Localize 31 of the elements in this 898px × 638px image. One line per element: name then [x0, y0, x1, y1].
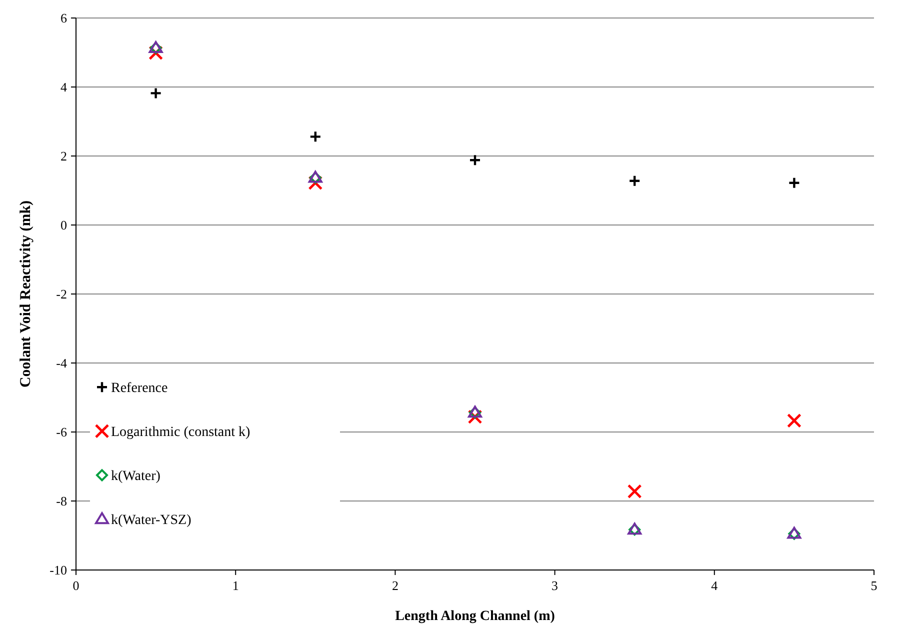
y-axis-title: Coolant Void Reactivity (mk) [18, 200, 34, 388]
point [787, 413, 802, 428]
legend-label: k(Water) [111, 469, 161, 484]
point [309, 130, 322, 143]
point [788, 176, 800, 190]
x-tick-label: 1 [232, 578, 239, 593]
x-axis-title: Length Along Channel (m) [395, 609, 556, 624]
point [627, 484, 642, 499]
legend-label: k(Water-YSZ) [111, 513, 192, 528]
y-tick-label: 0 [60, 218, 67, 233]
y-tick-label: 6 [60, 10, 68, 26]
point [468, 410, 482, 424]
point [308, 176, 323, 190]
y-tick-label: -10 [50, 562, 67, 578]
point [628, 174, 641, 187]
x-tick-label: 4 [711, 578, 718, 593]
y-tick-label: -8 [56, 494, 67, 509]
y-tick-label: -4 [56, 356, 68, 371]
x-tick-label: 3 [552, 578, 558, 593]
y-tick-label: 2 [60, 148, 67, 164]
y-tick-label: -6 [56, 424, 68, 440]
x-tick-label: 0 [72, 578, 80, 593]
legend-label: Logarithmic (constant k) [111, 425, 251, 440]
point [150, 87, 162, 100]
point [148, 46, 163, 60]
legend-label: Reference [111, 381, 168, 396]
point [468, 154, 482, 166]
x-tick-label: 5 [870, 578, 878, 593]
y-tick-label: 4 [60, 80, 68, 95]
x-tick-label: 2 [392, 578, 398, 593]
y-tick-label: -2 [56, 286, 67, 302]
